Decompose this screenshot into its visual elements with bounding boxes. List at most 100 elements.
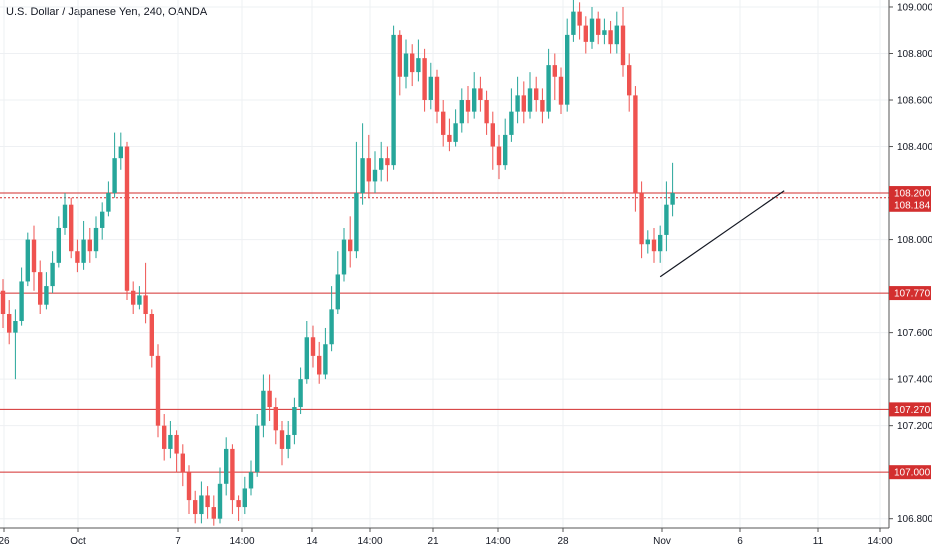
candle-down	[69, 204, 74, 252]
candle-down	[155, 355, 161, 426]
candle-down	[410, 53, 415, 73]
candle-down	[651, 239, 657, 252]
candle-down	[279, 430, 285, 449]
candle-up	[329, 309, 334, 345]
candle-down	[639, 193, 644, 245]
y-axis-ticks: 109.000 108.800 108.600 108.400 108.000 107.6…	[889, 2, 932, 525]
candle-down	[496, 146, 502, 166]
x-tick-label: 14:00	[867, 536, 892, 547]
candle-down	[540, 100, 545, 112]
candle-down	[186, 472, 192, 501]
candle-up	[459, 100, 464, 124]
current-price-tag	[889, 197, 931, 212]
candle-down	[193, 500, 198, 515]
price-level-tag	[889, 286, 931, 301]
candle-up	[403, 53, 409, 77]
candle-up	[255, 425, 260, 473]
candle-up	[118, 146, 123, 159]
candle-up	[50, 262, 55, 287]
price-tags: 108.200 107.770 107.270 107.000 108.184	[889, 186, 931, 480]
price-level-tag	[889, 402, 931, 417]
price-level-label: 108.200	[894, 189, 931, 200]
trendline-drawing[interactable]	[659, 190, 785, 278]
y-tick-label: 108.600	[897, 96, 932, 107]
candle-down	[267, 390, 272, 408]
candle-down	[534, 88, 539, 101]
candle-up	[106, 193, 111, 212]
y-tick-label: 108.400	[897, 142, 932, 153]
y-tick-label: 107.400	[897, 375, 932, 386]
candle-down	[317, 355, 322, 375]
candle-up	[286, 434, 291, 449]
candle-up	[298, 379, 303, 408]
candle-up	[19, 281, 24, 321]
candle-up	[44, 286, 49, 305]
candle-up	[224, 448, 229, 484]
candle-down	[31, 239, 37, 273]
x-tick-label: 14:00	[229, 536, 254, 547]
candle-up	[168, 434, 173, 449]
candle-down	[484, 100, 489, 124]
candle-down	[447, 134, 452, 142]
x-tick-label: 11	[813, 536, 824, 547]
trendline[interactable]	[659, 190, 785, 278]
candle-down	[596, 18, 601, 35]
y-tick-label: 108.000	[897, 235, 932, 246]
candle-down	[422, 58, 427, 101]
price-level-label: 107.770	[894, 289, 931, 300]
candle-down	[434, 76, 440, 112]
candle-down	[0, 290, 6, 315]
candle-down	[583, 25, 588, 42]
x-tick-label: 6	[737, 536, 743, 547]
candle-down	[7, 314, 12, 333]
candle-down	[490, 123, 495, 147]
candle-up	[56, 227, 61, 263]
x-tick-label: 14:00	[485, 536, 510, 547]
candle-up	[428, 76, 433, 101]
price-level-tag	[889, 186, 931, 201]
price-level-label: 107.270	[894, 405, 931, 416]
axes	[0, 0, 890, 529]
candle-up	[137, 295, 142, 305]
candle-up	[664, 204, 669, 235]
x-tick-label: 7	[175, 536, 181, 547]
candle-down	[236, 500, 241, 508]
candle-up	[242, 488, 247, 508]
candle-up	[261, 390, 266, 426]
candle-down	[162, 425, 167, 449]
candle-up	[416, 58, 421, 73]
current-price-label: 108.184	[894, 200, 931, 211]
candle-up	[100, 211, 105, 228]
candle-down	[366, 158, 371, 182]
x-axis-ticks: 26 Oct 7 14:00 14 14:00 21 14:00 28 Nov 6 11 14:00	[0, 528, 893, 547]
candle-down	[38, 272, 43, 305]
candle-up	[335, 274, 340, 310]
candle-down	[87, 239, 92, 252]
candle-down	[521, 95, 526, 112]
price-level-label: 107.000	[894, 468, 931, 479]
candle-up	[323, 344, 328, 375]
candle-down	[143, 295, 148, 315]
y-tick-label: 107.200	[897, 421, 932, 432]
candle-up	[93, 227, 99, 252]
candle-up	[341, 239, 347, 275]
y-tick-label: 106.800	[897, 514, 932, 525]
candles	[0, 0, 675, 526]
candle-down	[310, 337, 316, 356]
candle-up	[248, 472, 254, 489]
candle-down	[633, 95, 638, 194]
candle-up	[391, 34, 396, 166]
candle-up	[112, 158, 117, 194]
candle-up	[509, 111, 514, 135]
x-tick-label: Nov	[653, 536, 671, 547]
candle-down	[348, 239, 353, 252]
x-tick-label: 14	[306, 536, 318, 547]
candle-up	[379, 158, 384, 170]
x-tick-label: 14:00	[357, 536, 382, 547]
candle-down	[205, 495, 210, 508]
candle-down	[478, 88, 483, 101]
candle-down	[558, 76, 564, 105]
candle-down	[174, 434, 179, 454]
grid	[0, 0, 889, 528]
